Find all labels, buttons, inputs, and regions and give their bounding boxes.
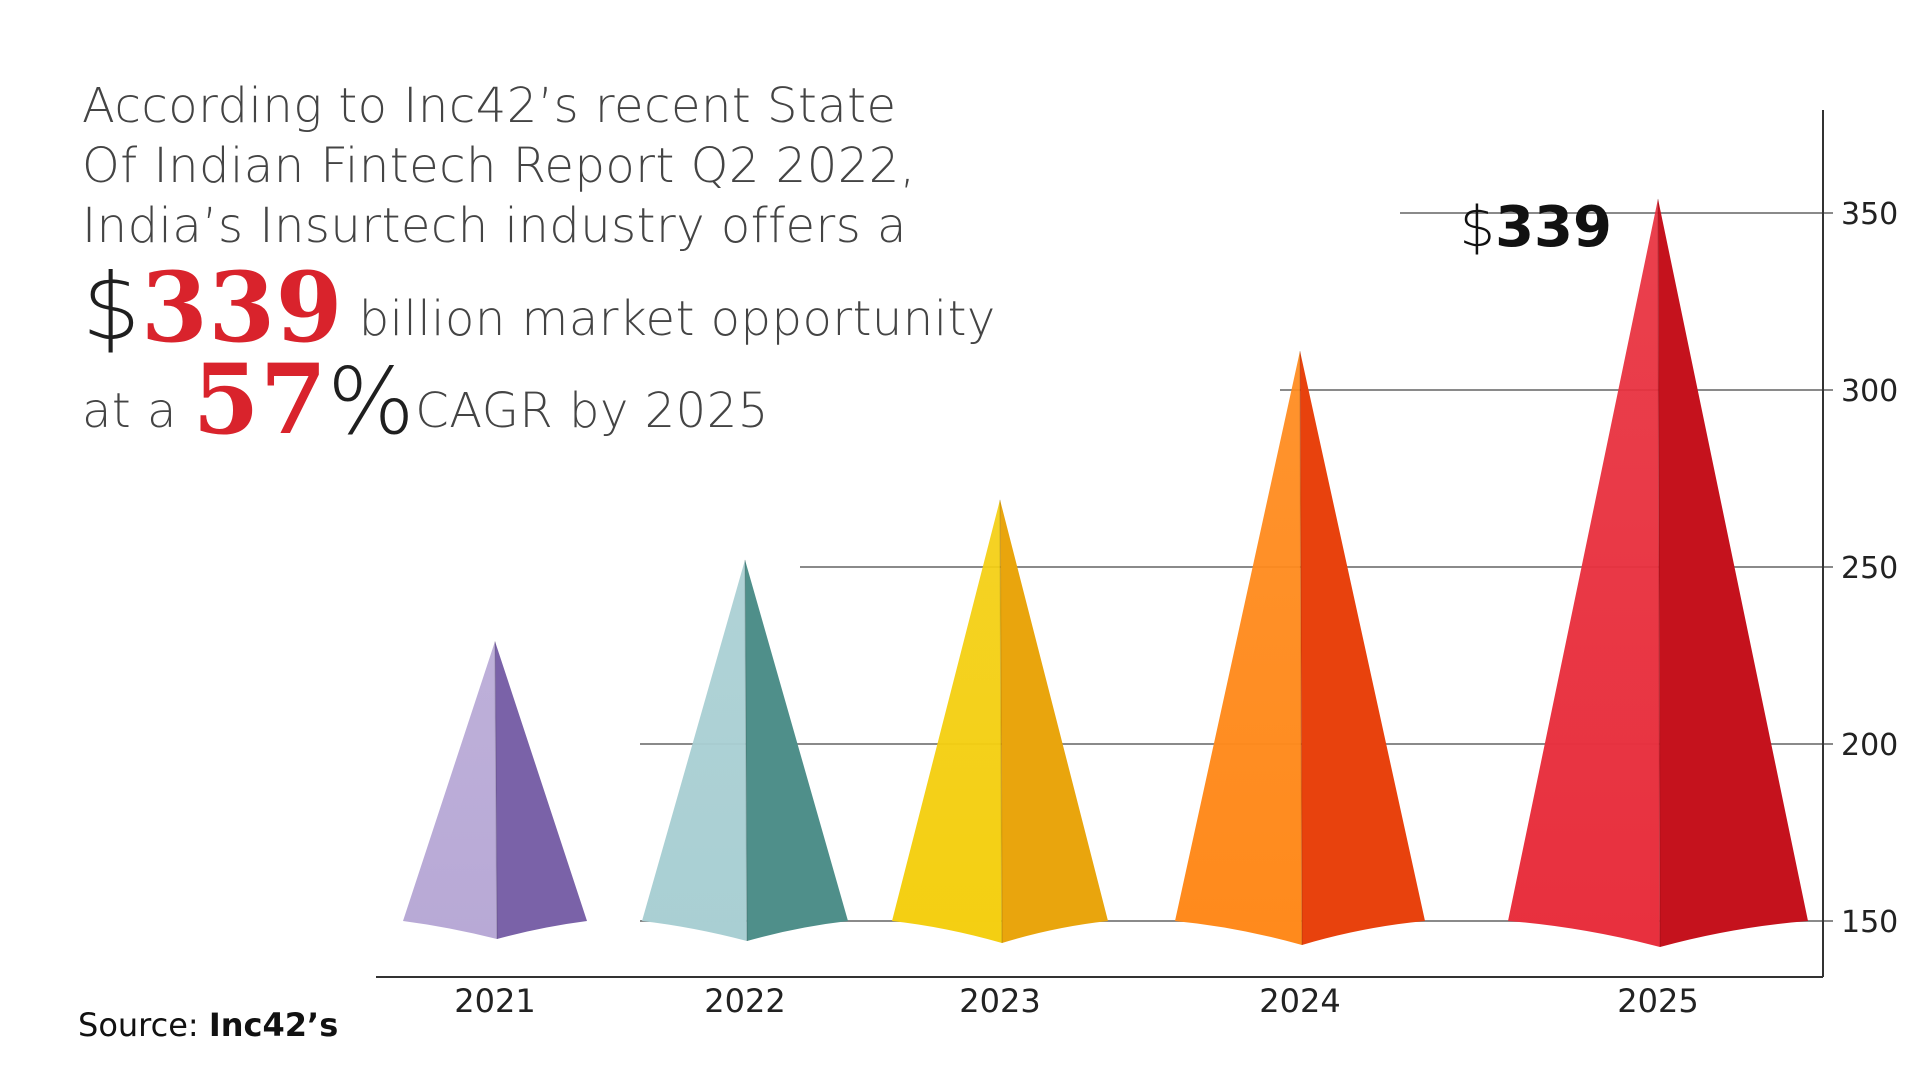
dollar-sign: $ xyxy=(82,254,142,361)
y-tick-label: 250 xyxy=(1841,551,1898,586)
headline-line-5: at a 57%CAGR by 2025 xyxy=(82,348,1182,454)
pyramid-ridge xyxy=(999,499,1003,944)
y-tick-label: 200 xyxy=(1841,728,1898,763)
headline-line-2: Of Indian Fintech Report Q2 2022, xyxy=(82,138,916,194)
pyramid-face-left xyxy=(1508,198,1660,948)
headline-line-3: India’s Insurtech industry offers a xyxy=(82,198,907,254)
pyramid-face-left xyxy=(1175,351,1302,945)
y-tick-label: 300 xyxy=(1841,374,1898,409)
headline: According to Inc42’s recent State Of Ind… xyxy=(82,76,1182,454)
cagr-value-highlight: 57 xyxy=(192,343,328,456)
pyramid-face-right xyxy=(495,641,587,939)
pyramid-ridge xyxy=(1657,198,1661,948)
pyramid-2025 xyxy=(1508,198,1808,948)
pyramid-face-left xyxy=(892,499,1002,943)
y-tick-label: 150 xyxy=(1841,905,1898,940)
pyramid-2023 xyxy=(892,499,1108,944)
axis-labels: 150 200 250 300 350 2021 2022 2023 2024 2025 xyxy=(454,197,1898,1020)
pyramid-2022 xyxy=(642,559,848,942)
percent-sign: % xyxy=(327,348,416,455)
pyramid-face-left xyxy=(403,641,497,939)
pyramid-face-right xyxy=(1000,499,1108,943)
cagr-prefix-text: at a xyxy=(82,383,193,439)
cagr-suffix-text: CAGR by 2025 xyxy=(415,383,769,439)
headline-line-1: According to Inc42’s recent State xyxy=(82,78,897,134)
x-tick-label: 2022 xyxy=(704,982,785,1020)
pyramid-face-right xyxy=(1658,198,1808,948)
pyramid-ridge xyxy=(1299,351,1303,946)
pyramid-bars xyxy=(403,198,1808,948)
callout-value: 339 xyxy=(1495,195,1612,260)
value-callout: $339 xyxy=(1459,195,1612,260)
y-tick-label: 350 xyxy=(1841,197,1898,232)
pyramid-2021 xyxy=(403,641,587,940)
source-label: Source: xyxy=(78,1006,209,1044)
source-name: Inc42’s xyxy=(208,1006,339,1044)
pyramid-face-right xyxy=(745,559,848,941)
pyramid-face-left xyxy=(642,559,747,941)
headline-line-4: $339 billion market opportunity xyxy=(82,256,1182,360)
market-value-highlight: 339 xyxy=(141,251,343,364)
axes xyxy=(376,110,1824,978)
pyramid-ridge xyxy=(494,641,498,940)
x-tick-label: 2024 xyxy=(1259,982,1340,1020)
pyramid-face-right xyxy=(1300,351,1425,945)
x-tick-label: 2021 xyxy=(454,982,535,1020)
callout-prefix: $ xyxy=(1459,195,1495,260)
pyramid-ridge xyxy=(744,559,748,942)
x-tick-label: 2025 xyxy=(1617,982,1698,1020)
source-note: Source: Inc42’s xyxy=(78,1006,338,1044)
market-text: billion market opportunity xyxy=(342,291,996,347)
pyramid-2024 xyxy=(1175,351,1425,946)
x-tick-label: 2023 xyxy=(959,982,1040,1020)
